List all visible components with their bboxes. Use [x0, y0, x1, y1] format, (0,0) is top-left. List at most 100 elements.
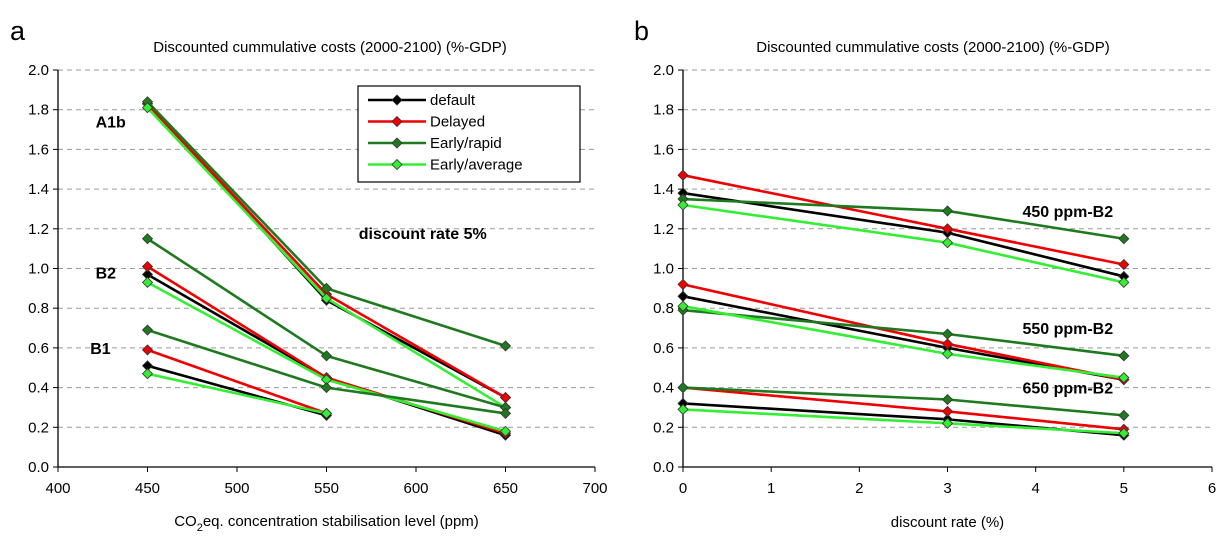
y-tick-label: 1.4: [653, 181, 674, 198]
series-line-b1-early-rapid: [147, 328, 506, 415]
data-point: [141, 233, 154, 245]
y-tick-label: 1.0: [28, 261, 49, 278]
data-point: [499, 407, 512, 419]
data-point: [1118, 258, 1130, 271]
x-tick-label: 6: [1208, 480, 1216, 497]
data-point: [141, 324, 154, 336]
x-tick-label: 600: [403, 480, 428, 497]
legend-label: default: [430, 92, 476, 109]
data-point: [1118, 233, 1130, 245]
y-tick-label: 1.8: [653, 102, 674, 119]
y-tick-label: 1.2: [28, 221, 49, 238]
data-point: [320, 407, 333, 419]
data-point: [677, 199, 689, 211]
x-axis-title-part: CO: [174, 513, 197, 530]
annotation-b1: B1: [90, 341, 111, 358]
y-tick-label: 2.0: [28, 62, 49, 79]
data-point: [499, 340, 512, 352]
y-tick-label: 0.8: [28, 300, 49, 317]
y-tick-label: 0.4: [28, 380, 49, 397]
y-tick-label: 1.8: [28, 102, 49, 119]
y-tick-label: 0.2: [653, 419, 674, 436]
data-point: [1118, 427, 1130, 439]
data-point: [941, 328, 954, 340]
y-tick-label: 1.6: [28, 141, 49, 158]
legend-swatch-marker: [391, 137, 403, 149]
data-point: [941, 405, 954, 417]
x-tick-label: 500: [224, 480, 249, 497]
data-point: [1118, 409, 1130, 421]
data-point: [677, 290, 689, 302]
y-tick-label: 0.6: [28, 340, 49, 357]
x-tick-label: 450: [135, 480, 160, 497]
panel-letter: b: [634, 16, 649, 46]
panel-letter: a: [10, 16, 26, 46]
data-point: [677, 169, 689, 181]
data-point: [320, 382, 333, 394]
data-point: [499, 425, 512, 437]
annotation-650-ppm-b2: 650 ppm-B2: [1022, 381, 1113, 398]
y-tick-label: 1.2: [653, 221, 674, 238]
annotation-a1b: A1b: [96, 115, 126, 132]
legend-swatch-marker: [391, 115, 403, 128]
legend-label: Early/average: [430, 157, 523, 174]
x-tick-label: 1: [767, 480, 775, 497]
data-point: [141, 102, 154, 114]
y-tick-label: 2.0: [653, 62, 674, 79]
x-tick-label: 3: [943, 480, 951, 497]
legend-label: Early/rapid: [430, 135, 502, 152]
data-point: [1118, 350, 1130, 362]
data-point: [141, 368, 154, 380]
legend-swatch-marker: [391, 94, 403, 106]
legend-swatch-marker: [391, 158, 403, 171]
x-axis-title-part: eq. concentration stabilisation level (p…: [203, 513, 479, 530]
series-line-b1-delayed: [147, 348, 327, 415]
data-point: [941, 237, 954, 249]
annotation-550-ppm-b2: 550 ppm-B2: [1022, 321, 1113, 338]
y-tick-label: 0.4: [653, 380, 674, 397]
x-tick-label: 550: [314, 480, 339, 497]
x-tick-label: 400: [45, 480, 70, 497]
x-tick-label: 5: [1120, 480, 1128, 497]
y-tick-label: 1.4: [28, 181, 49, 198]
data-point: [677, 300, 689, 312]
legend-label: Delayed: [430, 114, 485, 131]
data-point: [320, 350, 333, 362]
data-point: [941, 223, 954, 235]
x-tick-label: 650: [493, 480, 518, 497]
x-tick-label: 700: [582, 480, 607, 497]
x-tick-label: 0: [679, 480, 687, 497]
y-tick-label: 0.8: [653, 300, 674, 317]
y-tick-label: 0.0: [28, 459, 49, 476]
data-point: [941, 348, 954, 360]
data-point: [677, 278, 689, 290]
data-point: [141, 276, 154, 288]
data-point: [141, 344, 154, 356]
chart-panel-b: 0.0 0.2 0.4 0.6 0.8 1.0 1.2 1.4 1.6 1.8 2.0 0 1 2 3 4 5 6…: [634, 16, 1216, 531]
data-point: [941, 417, 954, 429]
y-tick-label: 0.2: [28, 419, 49, 436]
data-point: [677, 403, 689, 416]
chart-title: Discounted cummulative costs (2000-2100)…: [756, 39, 1109, 56]
x-tick-label: 2: [855, 480, 863, 497]
chart-panel-a: 0.0 0.2 0.4 0.6 0.8 1.0 1.2 1.4 1.6 1.8 2.0 400 450 5…: [10, 16, 608, 534]
series-line-b1-early-average: [147, 372, 327, 415]
data-point: [320, 292, 333, 304]
x-axis-title-subscript: 2: [197, 522, 203, 534]
annotation-discount-rate-5-: discount rate 5%: [359, 226, 487, 243]
x-axis-title: CO2eq. concentration stabilisation level…: [174, 513, 479, 534]
x-axis-title: discount rate (%): [891, 514, 1004, 531]
annotation-450-ppm-b2: 450 ppm-B2: [1022, 204, 1113, 221]
chart-title: Discounted cummulative costs (2000-2100)…: [153, 39, 506, 56]
data-point: [941, 205, 954, 217]
data-point: [677, 382, 689, 394]
data-point: [1118, 372, 1130, 384]
y-tick-label: 1.6: [653, 141, 674, 158]
y-tick-label: 0.6: [653, 340, 674, 357]
x-tick-label: 4: [1031, 480, 1039, 497]
data-point: [1118, 276, 1130, 288]
annotation-b2: B2: [96, 265, 117, 282]
y-tick-label: 1.0: [653, 261, 674, 278]
